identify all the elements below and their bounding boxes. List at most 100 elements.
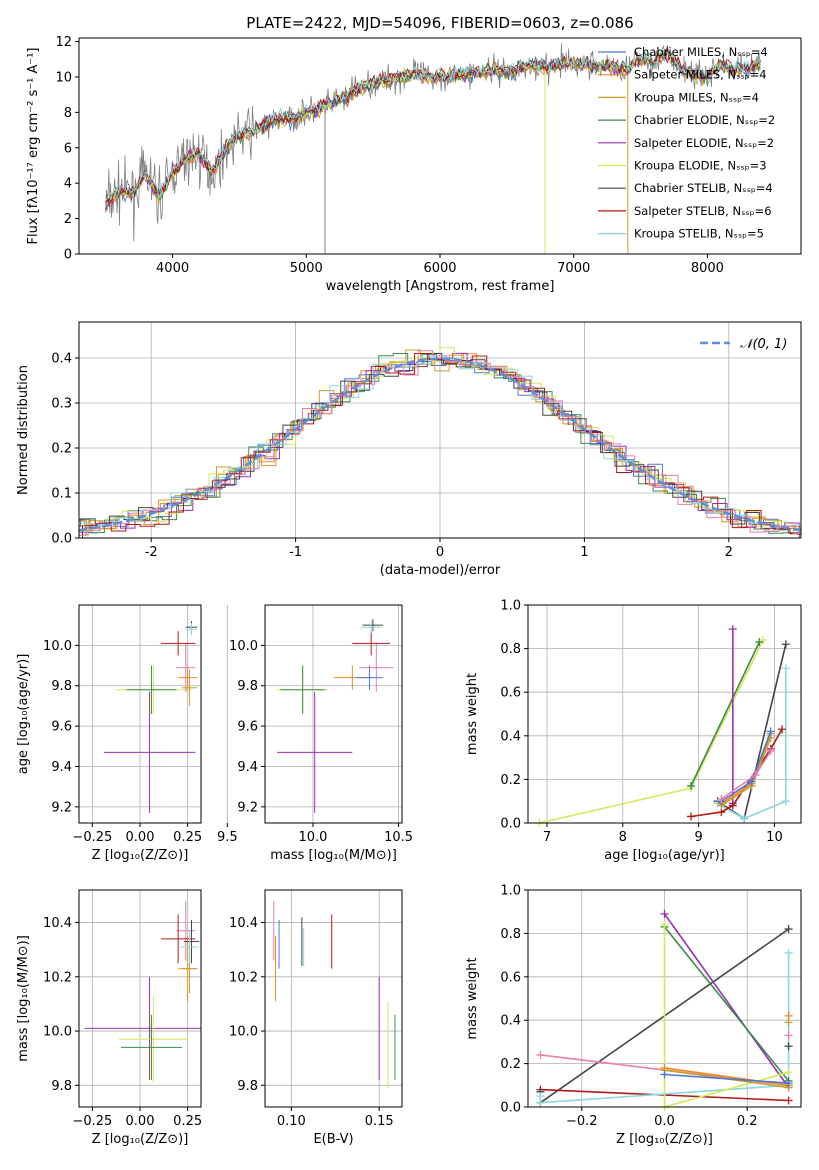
y-tick-label: 8 [64, 106, 72, 121]
series-line [664, 1073, 789, 1084]
legend-label: Kroupa ELODIE, Nₛₛₚ=3 [634, 159, 767, 173]
series-marker [740, 814, 749, 823]
x-tick-label: -2 [145, 545, 158, 560]
y-tick-label: 0.2 [500, 1057, 521, 1072]
age_vs_Z-panel [79, 605, 201, 823]
x-axis-label: Z [log₁₀(Z/Z⊙)] [616, 1132, 713, 1147]
y-tick-label: 0.0 [500, 1101, 521, 1116]
y-tick-label: 10.4 [229, 916, 258, 931]
mass_weight_vs_age-panel [528, 604, 801, 824]
x-tick-label: 9 [694, 830, 702, 845]
y-tick-label: 9.2 [237, 800, 258, 815]
series-line [663, 924, 789, 1107]
y-tick-label: 10.0 [229, 639, 258, 654]
data-spectrum-line [105, 43, 761, 242]
y-tick-label: 10.2 [43, 970, 72, 985]
series-marker [766, 727, 775, 736]
y-tick-label: 0.2 [51, 442, 72, 457]
series-line [690, 641, 761, 787]
x-tick-label: −0.25 [72, 1114, 112, 1129]
age_vs_mass-panel [226, 605, 402, 823]
y-axis-label: mass weight [465, 673, 480, 755]
x-tick-label: 8000 [691, 261, 724, 276]
series-marker [728, 624, 737, 633]
y-tick-label: 10.0 [229, 1025, 258, 1040]
series-marker [784, 948, 793, 957]
series-marker [660, 909, 669, 918]
y-tick-label: 10.4 [43, 916, 72, 931]
legend-label: Salpeter MILES, Nₛₛₚ=4 [634, 68, 767, 82]
x-tick-label: −0.2 [566, 1114, 598, 1129]
series-marker [536, 1050, 545, 1059]
y-tick-label: 0.1 [51, 487, 72, 502]
y-tick-label: 9.6 [237, 720, 258, 735]
model-line-kroupa-stelib [105, 50, 761, 201]
series-marker [766, 747, 775, 756]
y-tick-label: 0.8 [500, 642, 521, 657]
y-tick-label: 10.2 [229, 970, 258, 985]
histogram-step [79, 360, 801, 530]
x-tick-label: 7000 [557, 261, 590, 276]
series-marker [751, 771, 760, 780]
y-axis-label: mass weight [465, 957, 480, 1039]
y-tick-label: 1.0 [500, 599, 521, 614]
y-axis-label: Normed distribution [16, 365, 31, 495]
x-tick-label: 10.5 [384, 830, 413, 845]
x-tick-label: −0.25 [72, 830, 112, 845]
axes-frame [264, 604, 403, 824]
x-tick-label: 8 [619, 830, 627, 845]
y-tick-label: 12 [55, 35, 72, 50]
y-tick-label: 4 [64, 177, 72, 192]
normal-curve [79, 357, 801, 532]
y-tick-label: 0.3 [51, 397, 72, 412]
series-marker [717, 795, 726, 804]
legend-label: Salpeter ELODIE, Nₛₛₚ=2 [634, 136, 774, 150]
axes-frame [264, 889, 403, 1108]
model-line-chabrier-stelib [105, 50, 761, 203]
x-axis-label: age [log₁₀(age/yr)] [604, 848, 725, 863]
extra-marker [784, 1042, 793, 1051]
x-tick-label: 0.00 [126, 1114, 155, 1129]
x-tick-label: 2 [725, 545, 733, 560]
x-tick-label: 0.2 [737, 1114, 758, 1129]
y-tick-label: 9.6 [51, 720, 72, 735]
x-tick-label: 0.25 [173, 1114, 202, 1129]
series-marker [784, 1068, 793, 1077]
chart-title: PLATE=2422, MJD=54096, FIBERID=0603, z=0… [246, 14, 633, 32]
y-tick-label: 9.4 [237, 760, 258, 775]
series-line [663, 913, 790, 1088]
x-tick-label: -1 [289, 545, 302, 560]
y-tick-label: 0.2 [500, 773, 521, 788]
legend-label: Kroupa STELIB, Nₛₛₚ=5 [634, 227, 764, 241]
y-tick-label: 10.0 [43, 639, 72, 654]
x-axis-label: (data-model)/error [380, 563, 501, 578]
y-tick-label: 9.8 [51, 679, 72, 694]
axes-frame [527, 604, 802, 824]
x-tick-label: 4000 [156, 261, 189, 276]
x-tick-label: 10 [766, 830, 783, 845]
x-tick-label: 0.25 [173, 830, 202, 845]
x-tick-label: 9.5 [217, 830, 238, 845]
x-axis-label: wavelength [Angstrom, rest frame] [326, 279, 555, 294]
y-tick-label: 0.0 [500, 817, 521, 832]
histogram-step [79, 353, 801, 538]
series-marker [660, 920, 669, 929]
x-tick-label: 0.10 [277, 1114, 306, 1129]
series-marker [781, 664, 790, 673]
series-line [664, 1067, 789, 1087]
legend-label: Chabrier STELIB, Nₛₛₚ=4 [634, 181, 773, 195]
series-marker [784, 1096, 793, 1105]
series-marker [781, 640, 790, 649]
series-marker [755, 638, 764, 647]
x-tick-label: 0.0 [654, 1114, 675, 1129]
series-marker [778, 725, 787, 734]
series-line [717, 668, 787, 820]
axes-frame [78, 889, 202, 1108]
y-tick-label: 9.8 [237, 679, 258, 694]
axes-frame [78, 321, 802, 539]
axes-frame [78, 604, 202, 824]
extra-marker [784, 1031, 793, 1040]
y-tick-label: 0.4 [500, 1014, 521, 1029]
legend-label: 𝒩(0, 1) [740, 337, 787, 352]
